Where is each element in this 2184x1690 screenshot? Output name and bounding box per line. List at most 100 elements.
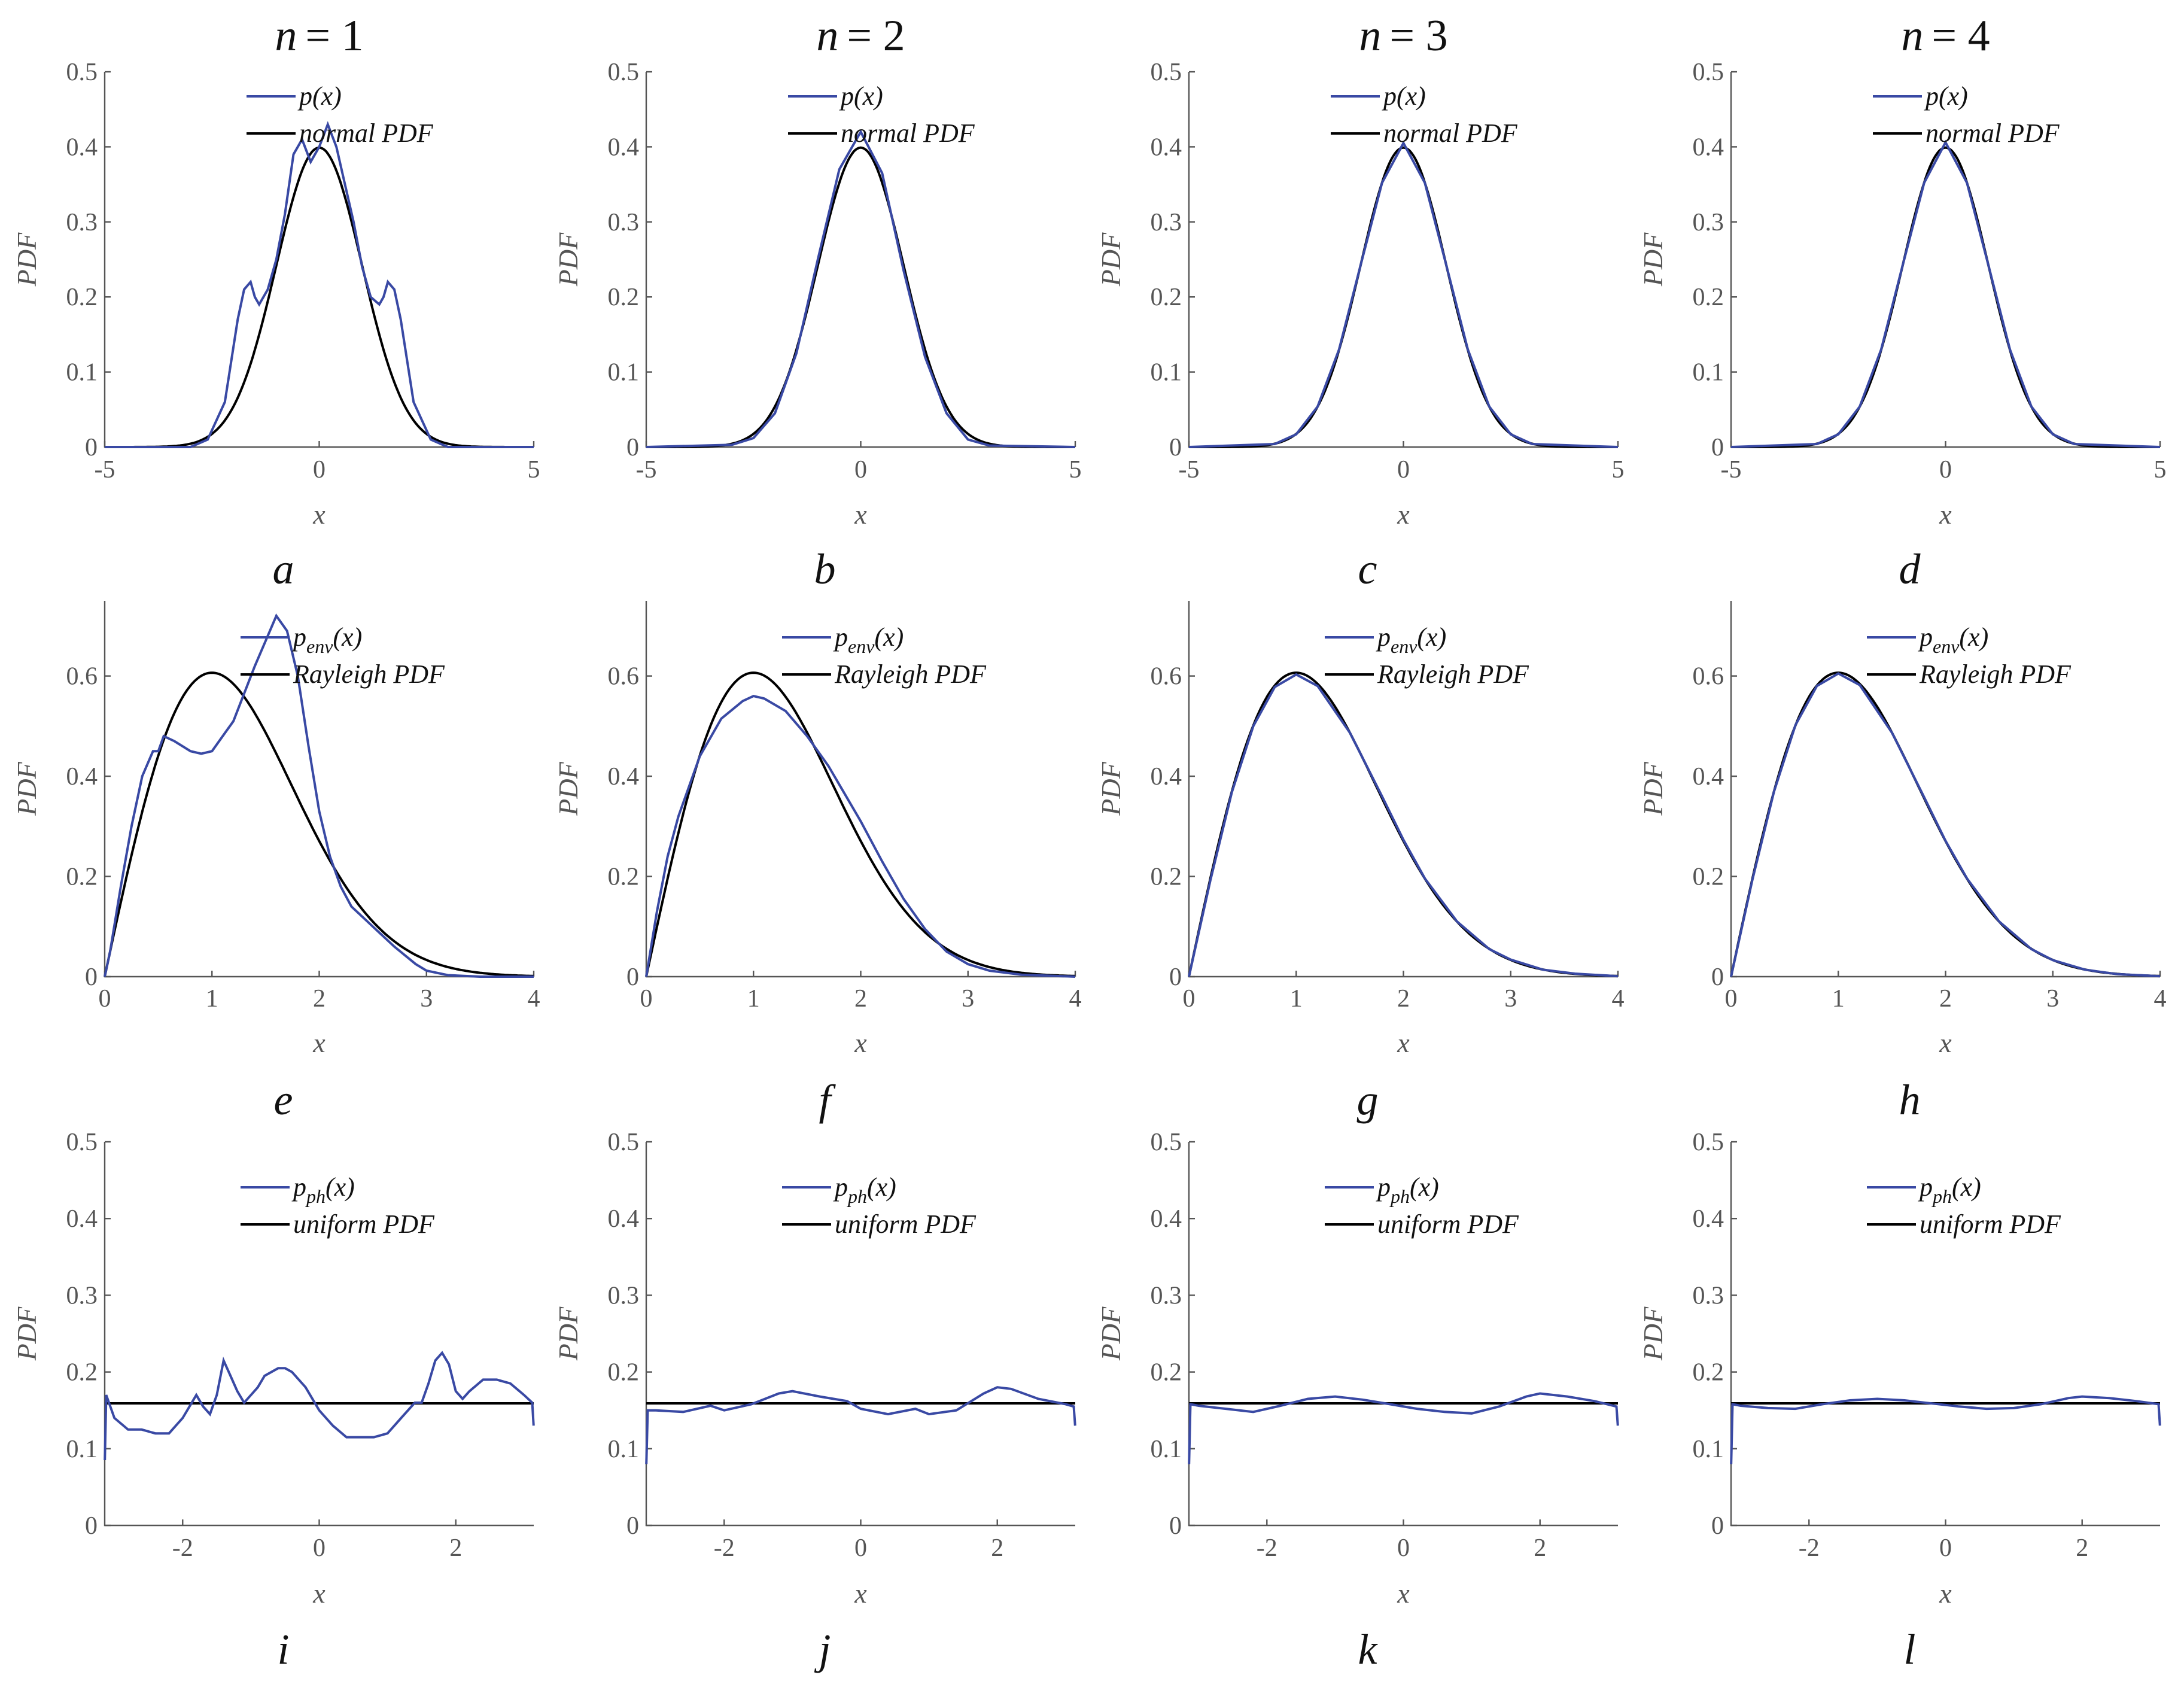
y-tick-label: 0 [85,1512,98,1540]
legend-label: penv(x) [291,622,362,657]
series-line-empirical [104,613,534,978]
x-tick-label: -5 [1721,456,1742,484]
series-line-rayleigh [1730,671,2161,977]
x-tick-label: 3 [962,985,974,1013]
series-line-empirical [1188,140,1619,448]
y-tick-label: 0.5 [608,59,640,86]
x-tick-label: 1 [1832,985,1845,1013]
column-title-var: n [816,11,838,60]
y-tick-label: 0 [1711,1512,1724,1540]
y-tick-label: 0.2 [1693,284,1724,311]
series-line-empirical [646,129,1076,448]
x-tick-label: -2 [1799,1534,1820,1562]
x-tick-label: 3 [1504,985,1517,1013]
column-title-var: n [1359,11,1381,60]
y-axis-label: PDF [1638,761,1668,816]
legend-label-tail: (x) [1959,622,1988,652]
y-tick-label: 0.1 [66,1436,98,1463]
y-axis-label: PDF [11,1306,42,1361]
y-tick-label: 0 [626,1512,639,1540]
legend-label-main: p [1376,1172,1391,1202]
x-axis-label: x [312,1578,326,1609]
y-tick-label: 0 [1169,434,1182,461]
x-tick-label: 4 [1612,985,1625,1013]
y-tick-label: 0.1 [1693,359,1724,387]
x-tick-label: -5 [636,456,657,484]
x-tick-label: 0 [313,456,326,484]
x-axis-label: x [1939,1578,1952,1609]
series-line-normal [646,146,1075,448]
y-tick-label: 0.4 [1693,1205,1724,1233]
series-line-empirical [104,1351,535,1461]
y-axis-label: PDF [553,1306,583,1361]
series-line-empirical [1188,673,1619,978]
x-tick-label: 1 [1290,985,1303,1013]
legend-label: p(x) [1382,81,1426,111]
y-tick-label: 0.3 [1151,1282,1182,1309]
panel-label: g [1357,1076,1379,1124]
y-tick-label: 0.3 [1693,209,1724,236]
legend-label-subscript: env [848,636,875,657]
axes-frame [104,601,534,978]
legend-label-subscript: ph [847,1186,867,1207]
legend-label-tail: (x) [874,622,904,652]
x-tick-label: 0 [1939,456,1952,484]
y-tick-label: 0.4 [1151,763,1182,791]
legend-label: uniform PDF [293,1209,435,1239]
legend-label-subscript: ph [1389,1186,1410,1207]
y-tick-label: 0.5 [608,1129,640,1156]
axes-frame [1188,601,1618,978]
column-title-1: n = 1 [275,11,363,60]
x-tick-label: 5 [1069,456,1082,484]
y-tick-label: 0.4 [608,133,640,161]
legend-label: normal PDF [299,118,434,148]
y-tick-label: 0.1 [66,359,98,387]
legend-label-subscript: env [1933,636,1960,657]
x-axis-label: x [854,1028,867,1058]
y-axis-label: PDF [11,232,42,287]
axes-frame [645,601,1075,978]
x-axis-label: x [1939,499,1952,530]
legend-label-main: p [291,622,306,652]
legend-label: p(x) [1924,81,1968,111]
column-title-var: n [275,11,297,60]
y-tick-label: 0.5 [66,1129,98,1156]
column-title-eq: = 4 [1931,11,1990,60]
panel-label: k [1358,1625,1379,1673]
x-tick-label: 2 [313,985,326,1013]
y-tick-label: 0.4 [608,763,640,791]
panel-label: a [273,545,294,593]
x-axis-label: x [1939,1028,1952,1058]
x-axis-label: x [854,1578,867,1609]
x-axis-label: x [1397,1028,1410,1058]
y-tick-label: 0 [1169,1512,1182,1540]
panel-label: c [1358,545,1377,593]
x-tick-label: 0 [854,1534,867,1562]
legend-label-tail: (x) [1417,622,1446,652]
legend-label: Rayleigh PDF [1377,659,1529,689]
y-tick-label: 0.5 [1151,59,1182,86]
x-tick-label: 0 [1725,985,1738,1013]
y-tick-label: 0.4 [1151,133,1182,161]
y-tick-label: 0.2 [1693,1359,1724,1387]
x-tick-label: -5 [95,456,115,484]
x-tick-label: 0 [99,985,111,1013]
y-tick-label: 0.2 [1151,864,1182,891]
x-tick-label: 5 [1612,456,1625,484]
legend-label: penv(x) [1918,622,1988,657]
legend-label-tail: (x) [326,1172,355,1202]
y-tick-label: 0.4 [1693,133,1724,161]
y-tick-label: 0.5 [1151,1129,1182,1156]
y-tick-label: 0.3 [66,209,98,236]
x-tick-label: 4 [1069,985,1082,1013]
panel-label: d [1899,545,1921,593]
legend-label-subscript: env [306,636,333,657]
y-tick-label: 0 [626,434,639,461]
y-tick-label: 0.2 [608,864,640,891]
y-axis-label: PDF [553,761,583,816]
x-axis-label: x [1397,1578,1410,1609]
y-tick-label: 0.2 [66,1359,98,1387]
series-line-empirical [105,121,534,448]
panel-label: f [819,1076,836,1124]
